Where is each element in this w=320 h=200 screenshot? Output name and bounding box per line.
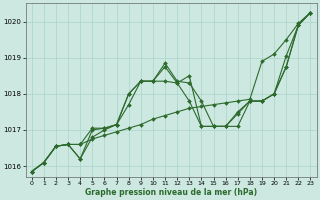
X-axis label: Graphe pression niveau de la mer (hPa): Graphe pression niveau de la mer (hPa) [85, 188, 257, 197]
